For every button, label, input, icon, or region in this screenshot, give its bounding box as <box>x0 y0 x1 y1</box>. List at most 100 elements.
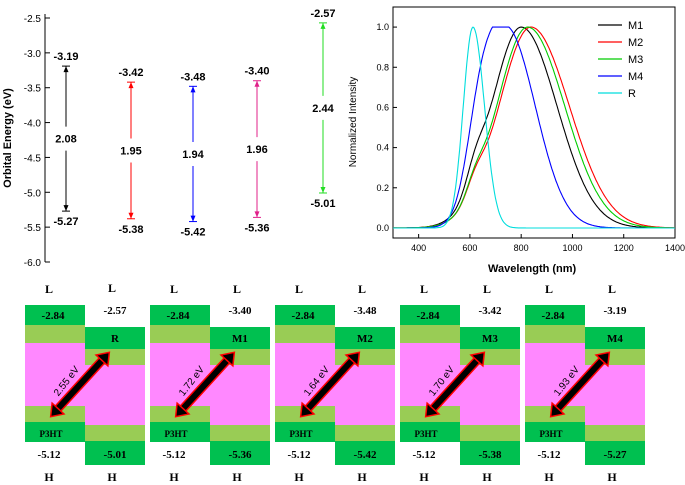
arrow-head-icon <box>299 401 316 418</box>
acceptor-homo-value: -5.36 <box>229 449 252 461</box>
homo-value-label: -5.27 <box>53 216 78 228</box>
homo-marker-label: H <box>357 470 367 484</box>
spectra-y-tick-label: 0.0 <box>376 223 389 233</box>
lumo-marker-label: L <box>608 282 616 296</box>
energy-y-tick-label: -4.0 <box>24 119 42 130</box>
acceptor-name-label: R <box>111 333 120 345</box>
gap-value-label: 2.08 <box>55 134 76 146</box>
acceptor-name-label: M2 <box>357 333 373 345</box>
gap-value-label: 2.44 <box>312 103 334 115</box>
donor-homo-band <box>275 422 335 442</box>
energy-y-tick-label: -3.5 <box>24 84 42 95</box>
legend-label: R <box>628 88 636 100</box>
homo-value-label: -5.38 <box>118 224 143 236</box>
energy-y-tick-label: -5.0 <box>24 188 42 199</box>
donor-lumo-value: -2.84 <box>542 310 565 322</box>
transition-arrow-shaft <box>426 353 484 416</box>
transition-arrow-shaft <box>551 353 609 416</box>
arrow-head-up-icon <box>128 82 134 89</box>
arrow-head-down-icon <box>63 205 69 212</box>
spectra-x-tick-label: 800 <box>514 243 529 253</box>
homo-marker-label: H <box>232 470 242 484</box>
acceptor-lumo-band <box>585 327 645 349</box>
donor-name-label: P3HT <box>539 429 562 439</box>
arrow-head-up-icon <box>63 66 69 73</box>
donor-lumo-band <box>150 305 210 325</box>
acceptor-name-label: M4 <box>607 333 623 345</box>
arrow-head-icon <box>549 401 566 418</box>
donor-homo-value: -5.12 <box>288 449 311 461</box>
acceptor-lumo-band <box>335 327 395 349</box>
acceptor-lumo-band <box>460 327 520 349</box>
spectra-y-axis-label: Normalized Intensity <box>348 77 359 168</box>
transition-arrow-shaft <box>301 353 359 416</box>
arrow-head-icon <box>594 351 611 368</box>
legend-label: M1 <box>628 20 643 32</box>
homo-value-label: -5.42 <box>180 227 205 239</box>
spectra-x-tick-label: 1000 <box>562 243 582 253</box>
homo-marker-label: H <box>107 470 117 484</box>
acceptor-lumo-value: -3.48 <box>354 305 377 317</box>
acceptor-lumo-value: -3.42 <box>479 305 502 317</box>
arrow-head-up-icon <box>254 80 260 87</box>
acceptor-homo-value: -5.27 <box>604 449 627 461</box>
lumo-marker-label: L <box>45 282 53 296</box>
lumo-marker-label: L <box>108 281 116 295</box>
spectra-plot-frame <box>392 6 676 239</box>
donor-homo-band <box>400 422 460 442</box>
spectra-x-tick-label: 400 <box>411 243 426 253</box>
donor-homo-value: -5.12 <box>163 449 186 461</box>
acceptor-homo-value: -5.38 <box>479 449 502 461</box>
energy-y-tick-label: -5.5 <box>24 223 42 234</box>
donor-homo-value: -5.12 <box>38 449 61 461</box>
energy-y-tick-label: -3.0 <box>24 49 42 60</box>
donor-homo-band <box>25 422 85 442</box>
arrow-head-up-icon <box>190 86 196 93</box>
donor-homo-band <box>525 422 585 442</box>
arrow-head-down-icon <box>128 212 134 219</box>
lumo-value-label: -3.42 <box>118 67 143 79</box>
lumo-marker-label: L <box>170 282 178 296</box>
donor-lumo-edge <box>400 325 460 343</box>
energy-y-axis-label: Orbital Energy (eV) <box>2 88 14 188</box>
donor-lumo-band <box>525 305 585 325</box>
donor-lumo-value: -2.84 <box>292 310 315 322</box>
emission-spectra-chart: Wavelength (nm) Normalized Intensity 400… <box>348 6 685 275</box>
gap-value-label: 1.96 <box>246 144 267 156</box>
lumo-value-label: -3.19 <box>53 51 78 63</box>
lumo-value-label: -3.40 <box>244 66 269 78</box>
donor-homo-value: -5.12 <box>538 449 561 461</box>
acceptor-homo-band <box>85 441 145 465</box>
homo-marker-label: H <box>419 470 429 484</box>
lumo-marker-label: L <box>483 282 491 296</box>
arrow-head-icon <box>174 401 191 418</box>
acceptor-homo-value: -5.01 <box>104 449 127 461</box>
arrow-head-down-icon <box>254 211 260 218</box>
acceptor-gap-region <box>85 365 145 425</box>
spectra-x-tick-label: 1400 <box>665 243 685 253</box>
lumo-marker-label: L <box>420 282 428 296</box>
acceptor-gap-region <box>335 365 395 425</box>
homo-marker-label: H <box>544 470 554 484</box>
acceptor-gap-region <box>585 365 645 425</box>
homo-marker-label: H <box>607 470 617 484</box>
homo-marker-label: H <box>294 470 304 484</box>
homo-marker-label: H <box>482 470 492 484</box>
spectra-x-axis-label: Wavelength (nm) <box>488 263 577 275</box>
acceptor-lumo-value: -3.19 <box>604 305 627 317</box>
spectra-y-tick-label: 0.4 <box>376 143 389 153</box>
donor-name-label: P3HT <box>414 429 437 439</box>
acceptor-homo-edge <box>85 425 145 441</box>
energy-y-tick-label: -6.0 <box>24 258 42 269</box>
legend-label: M4 <box>628 71 643 83</box>
homo-value-label: -5.36 <box>244 222 269 234</box>
arrow-head-down-icon <box>320 186 326 193</box>
spectra-y-tick-label: 0.2 <box>376 183 389 193</box>
spectrum-line-m3 <box>393 26 675 229</box>
acceptor-lumo-band <box>85 327 145 349</box>
donor-lumo-edge <box>275 325 335 343</box>
donor-name-label: P3HT <box>164 429 187 439</box>
legend-label: M2 <box>628 37 643 49</box>
acceptor-name-label: M3 <box>482 333 498 345</box>
acceptor-lumo-value: -3.40 <box>229 305 252 317</box>
